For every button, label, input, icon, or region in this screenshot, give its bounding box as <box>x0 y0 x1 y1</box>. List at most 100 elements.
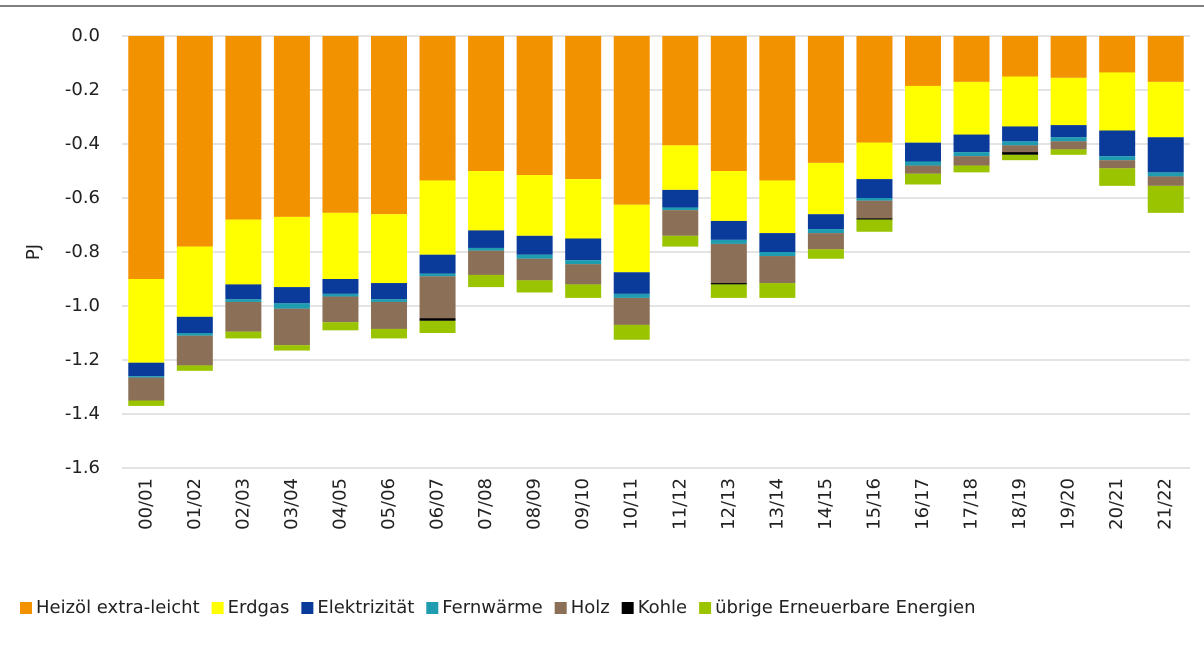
bar-segment <box>1147 185 1184 213</box>
bar-segment <box>419 276 456 319</box>
bar-segment <box>662 36 699 146</box>
bar-segment <box>662 189 699 208</box>
bar-segment <box>1050 125 1087 138</box>
bar-segment <box>565 260 602 265</box>
bar-segment <box>905 165 941 174</box>
bar-segment <box>759 256 796 284</box>
bar-segment <box>516 235 553 255</box>
bar-segment <box>953 152 990 157</box>
bar-segment <box>516 280 553 293</box>
bar-segment <box>1002 154 1039 161</box>
bar-segment <box>371 36 407 215</box>
bar-segment <box>128 36 165 279</box>
y-axis-label: PJ <box>23 244 44 260</box>
x-tick-label: 09/10 <box>572 478 593 530</box>
bar-segment <box>176 316 213 333</box>
bar-segment <box>128 279 165 363</box>
x-tick-label: 12/13 <box>718 478 739 530</box>
bar-segment <box>1002 76 1039 127</box>
bar-segment <box>1099 156 1136 161</box>
bar-segment <box>419 320 456 333</box>
bar-segment <box>225 299 262 302</box>
bar-segment <box>613 272 650 294</box>
y-tick-label: -0.2 <box>65 79 100 100</box>
bar-segment <box>905 142 941 162</box>
legend-label: übrige Erneuerbare Energien <box>715 597 975 618</box>
bar-segment <box>710 171 747 221</box>
x-tick-label: 05/06 <box>378 478 399 530</box>
bar-segment <box>856 198 893 201</box>
bar-segment <box>1099 130 1136 157</box>
bar-segment <box>905 85 941 143</box>
bar-segment <box>613 297 650 325</box>
bar-segment <box>807 249 844 259</box>
x-tick-label: 14/15 <box>815 478 836 530</box>
bar-segment <box>613 324 650 340</box>
legend-label: Heizöl extra-leicht <box>36 597 200 618</box>
bar-segment <box>759 233 796 252</box>
bar-segment <box>905 36 941 86</box>
bar-segment <box>662 210 699 236</box>
bar-segment <box>953 156 990 166</box>
legend-label: Erdgas <box>228 597 290 618</box>
bar-segment <box>419 318 456 321</box>
bar-segment <box>613 36 650 205</box>
bar-segment <box>905 173 941 185</box>
bar-segment <box>613 293 650 298</box>
bar-segment <box>807 229 844 234</box>
x-tick-label: 21/22 <box>1155 478 1176 530</box>
bar-segment <box>322 296 359 323</box>
bar-segment <box>759 180 796 234</box>
bar-segment <box>1147 176 1184 186</box>
x-tick-label: 08/09 <box>524 478 545 530</box>
bar-segment <box>662 145 699 190</box>
bar-segment <box>468 274 505 288</box>
bar-segment <box>565 238 602 261</box>
x-tick-label: 18/19 <box>1009 478 1030 530</box>
bar-segment <box>516 36 553 176</box>
bar-segment <box>176 246 213 317</box>
bar-segment <box>856 179 893 198</box>
x-tick-label: 13/14 <box>766 478 787 530</box>
bar-segment <box>322 293 359 297</box>
bar-segment <box>953 36 990 82</box>
bar-segment <box>468 250 505 275</box>
bar-segment <box>807 214 844 230</box>
bar-segment <box>176 365 213 371</box>
bar-segment <box>128 376 165 378</box>
bar-segment <box>1050 141 1087 150</box>
bar-segment <box>953 165 990 173</box>
legend-swatch <box>211 602 224 614</box>
bar-segment <box>225 36 262 220</box>
bar-segment <box>1002 152 1039 155</box>
bar-segment <box>225 219 262 285</box>
bar-segment <box>273 287 310 304</box>
bar-segment <box>710 283 747 285</box>
bar-segment <box>565 179 602 239</box>
bar-segment <box>176 335 213 366</box>
y-tick-label: -1.2 <box>65 349 100 370</box>
bar-segment <box>1050 137 1087 142</box>
bar-segment <box>273 216 310 288</box>
bar-segment <box>710 239 747 244</box>
bar-segment <box>128 400 165 406</box>
bar-segment <box>1050 77 1087 126</box>
bar-segment <box>1147 36 1184 82</box>
bar-segment <box>565 36 602 180</box>
bar-segment <box>225 331 262 339</box>
bar-segment <box>273 308 310 346</box>
legend-swatch <box>621 602 634 614</box>
bar-segment <box>371 301 407 329</box>
bar-segment <box>1002 36 1039 77</box>
bar-segment <box>807 233 844 250</box>
bar-segment <box>1099 36 1136 73</box>
bar-segment <box>1002 126 1039 142</box>
x-tick-label: 11/12 <box>669 478 690 530</box>
bar-segment <box>856 142 893 180</box>
x-tick-label: 10/11 <box>621 478 642 530</box>
legend-label: Fernwärme <box>442 597 542 618</box>
bar-segment <box>807 162 844 215</box>
bar-segment <box>710 36 747 171</box>
bar-segment <box>905 161 941 166</box>
